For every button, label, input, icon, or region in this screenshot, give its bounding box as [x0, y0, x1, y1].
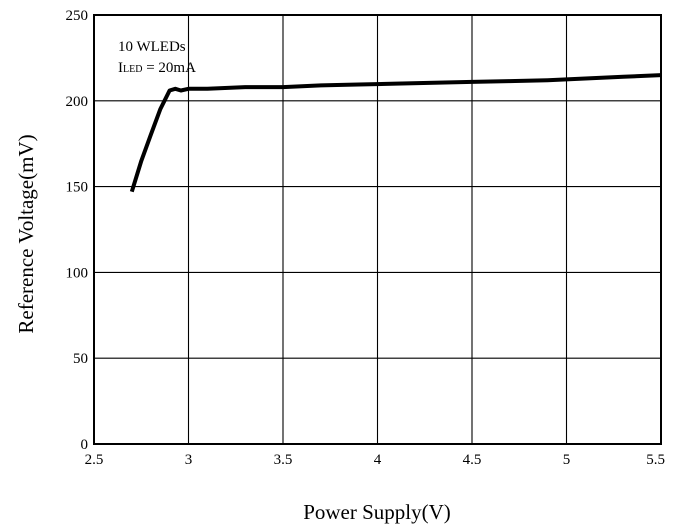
x-tick-label: 2.5 [85, 452, 104, 468]
x-tick-label: 5.5 [646, 452, 665, 468]
x-tick-label: 4 [374, 452, 382, 468]
x-axis-title: Power Supply(V) [303, 500, 451, 524]
x-tick-label: 4.5 [463, 452, 482, 468]
annotation: 10 WLEDs ILED = 20mA [118, 39, 196, 76]
annotation-line-2: ILED = 20mA [118, 60, 196, 76]
y-axis-title: Reference Voltage(mV) [14, 134, 38, 333]
plot-frame [93, 14, 662, 445]
annotation-line-1: 10 WLEDs [118, 39, 186, 55]
series-line [129, 73, 662, 193]
x-tick-label: 3 [185, 452, 193, 468]
annotation-current-symbol: I [118, 60, 123, 76]
annotation-current-subscript: LED [123, 64, 142, 75]
annotation-current-value: = 20mA [142, 60, 196, 76]
y-tick-label: 150 [66, 180, 89, 196]
tick-labels: 2.5 3 3.5 4 4.5 5 5.5 0 50 100 150 200 250 [66, 8, 666, 468]
series-layer [129, 73, 662, 193]
x-tick-label: 3.5 [274, 452, 293, 468]
y-tick-label: 0 [81, 437, 89, 453]
x-tick-label: 5 [563, 452, 571, 468]
y-tick-label: 100 [66, 265, 89, 281]
y-tick-label: 50 [73, 351, 88, 367]
y-tick-label: 200 [66, 94, 89, 110]
y-tick-label: 250 [66, 8, 89, 24]
